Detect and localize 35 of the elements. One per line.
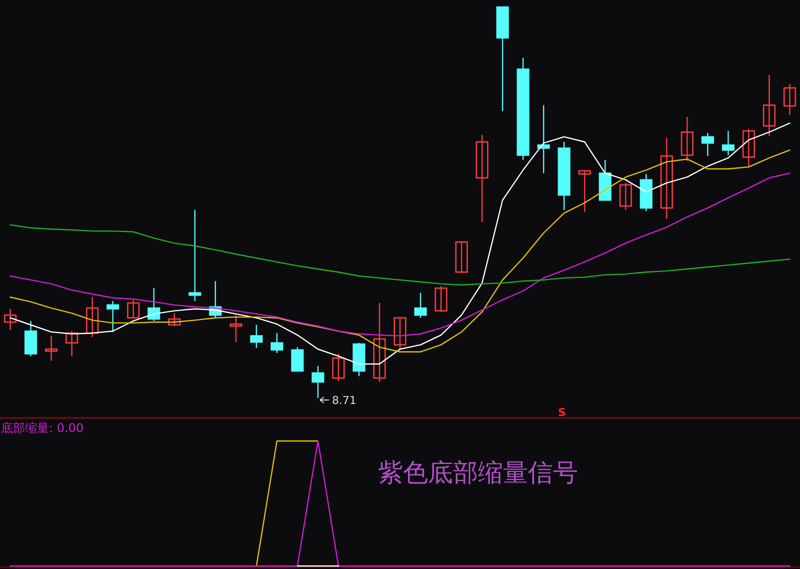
chart-title: 底部缩量: 0.00 [1,421,84,435]
candlestick [783,83,796,116]
candlestick [332,353,345,382]
candlestick [270,332,284,354]
annotation: 8.71 [332,394,356,407]
candlestick [762,74,776,137]
candlestick [312,365,324,399]
candlestick [476,134,488,223]
candlestick [127,299,140,318]
candlestick [537,104,550,174]
candlestick [394,316,406,350]
candlestick [4,308,17,331]
candlestick [168,312,181,327]
candlestick [373,302,386,383]
candlestick [742,128,756,167]
candlestick [106,300,120,333]
annotation: 紫色底部缩量信号 [378,458,578,487]
candlestick [188,209,202,302]
candlestick [660,137,673,220]
candlestick [24,320,38,357]
candlestick [230,314,242,343]
candlestick [414,292,427,318]
candlestick [680,116,694,162]
candlestick [250,324,263,349]
candlestick [86,296,99,338]
candlestick [578,170,591,212]
candlestick [434,286,448,313]
text: S [558,406,566,419]
candlestick [619,182,632,211]
candlestick [66,330,78,357]
candlestick [291,346,304,372]
candlestick [44,335,58,362]
candlestick [722,130,734,156]
candlestick [701,132,714,157]
candlestick [455,241,468,274]
